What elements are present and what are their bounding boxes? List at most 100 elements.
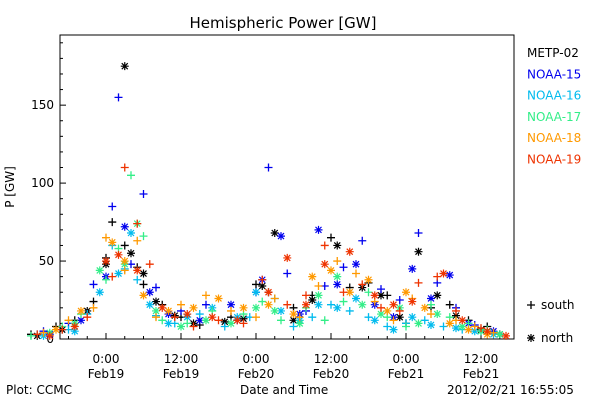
south-marker xyxy=(308,313,317,322)
south-marker xyxy=(108,218,117,227)
north-marker xyxy=(139,291,148,300)
legend-north-label: north xyxy=(541,331,573,345)
south-marker xyxy=(439,322,448,331)
north-marker xyxy=(295,319,304,328)
north-marker xyxy=(370,291,379,300)
north-marker xyxy=(152,297,160,306)
north-marker xyxy=(77,316,85,325)
legend-south-marker xyxy=(527,301,535,309)
north-marker xyxy=(408,264,417,273)
x-tick-date: Feb21 xyxy=(463,367,500,381)
south-marker xyxy=(339,288,348,297)
south-marker xyxy=(270,294,279,303)
north-marker xyxy=(289,316,298,325)
y-axis-label: P [GW] xyxy=(3,166,17,208)
north-marker xyxy=(252,288,260,297)
south-marker xyxy=(414,228,423,237)
y-tick-label: 100 xyxy=(31,176,54,190)
north-marker xyxy=(202,316,210,325)
south-marker xyxy=(339,297,348,306)
south-marker xyxy=(120,163,129,172)
south-marker xyxy=(364,313,373,322)
north-marker xyxy=(145,300,154,309)
x-tick-date: Feb20 xyxy=(313,367,350,381)
north-marker xyxy=(383,306,392,315)
south-marker xyxy=(202,291,210,300)
south-marker xyxy=(352,269,360,278)
north-marker xyxy=(320,260,329,269)
south-marker xyxy=(477,324,485,333)
south-marker xyxy=(258,297,267,306)
south-marker xyxy=(327,300,335,309)
legend-item-noaa-17: NOAA-17 xyxy=(527,110,581,124)
legend-north-marker xyxy=(527,334,535,342)
south-marker xyxy=(64,316,73,325)
south-marker xyxy=(489,328,498,337)
series-noaa-19 xyxy=(33,163,510,340)
south-marker xyxy=(470,322,479,331)
south-marker xyxy=(83,313,92,322)
north-marker xyxy=(189,303,198,312)
south-marker xyxy=(89,280,98,289)
south-marker xyxy=(283,269,292,278)
south-marker xyxy=(114,93,123,102)
south-marker xyxy=(389,316,398,325)
north-marker xyxy=(452,311,460,320)
south-marker xyxy=(102,233,110,242)
north-marker xyxy=(158,303,167,312)
north-marker xyxy=(77,306,85,315)
north-marker xyxy=(470,327,479,336)
north-marker xyxy=(283,253,292,262)
south-marker xyxy=(183,319,192,328)
north-marker xyxy=(333,280,342,289)
south-marker xyxy=(395,296,404,305)
north-marker xyxy=(420,303,429,312)
north-marker xyxy=(302,300,310,309)
south-marker xyxy=(102,275,110,284)
x-tick-date: Feb21 xyxy=(388,367,425,381)
south-marker xyxy=(195,310,204,319)
south-marker xyxy=(320,316,329,325)
x-tick-date: Feb19 xyxy=(88,367,125,381)
x-tick-time: 0:00 xyxy=(93,352,120,366)
south-marker xyxy=(133,275,142,284)
south-marker xyxy=(358,236,367,245)
north-marker xyxy=(333,303,342,312)
south-marker xyxy=(202,300,210,309)
north-marker xyxy=(145,288,154,297)
north-marker xyxy=(464,325,473,334)
north-marker xyxy=(139,269,148,278)
south-marker xyxy=(27,331,35,340)
south-marker xyxy=(227,306,235,315)
south-marker xyxy=(58,325,67,334)
legend-item-noaa-15: NOAA-15 xyxy=(527,67,581,81)
south-marker xyxy=(239,319,248,328)
x-tick-time: 12:00 xyxy=(164,352,199,366)
north-marker xyxy=(120,62,129,71)
north-marker xyxy=(95,288,104,297)
legend-item-noaa-16: NOAA-16 xyxy=(527,89,581,103)
north-marker xyxy=(152,306,160,315)
south-marker xyxy=(264,163,273,172)
north-marker xyxy=(427,294,435,303)
north-marker xyxy=(345,288,354,297)
south-marker xyxy=(139,232,148,241)
axes: 0501001500:00Feb1912:00Feb190:00Feb2012:… xyxy=(31,42,501,381)
north-marker xyxy=(308,272,317,281)
south-marker xyxy=(33,330,42,339)
north-marker xyxy=(164,319,173,328)
south-marker xyxy=(133,219,142,228)
x-tick-date: Feb19 xyxy=(163,367,200,381)
north-marker xyxy=(120,257,129,266)
chart-title: Hemispheric Power [GW] xyxy=(190,14,377,32)
north-marker xyxy=(277,306,285,315)
north-marker xyxy=(264,288,273,297)
north-marker xyxy=(433,291,442,300)
south-marker xyxy=(145,260,154,269)
south-marker xyxy=(345,306,354,315)
south-marker xyxy=(327,233,335,242)
south-marker xyxy=(289,322,298,331)
north-marker xyxy=(133,266,142,275)
north-marker xyxy=(495,330,504,339)
